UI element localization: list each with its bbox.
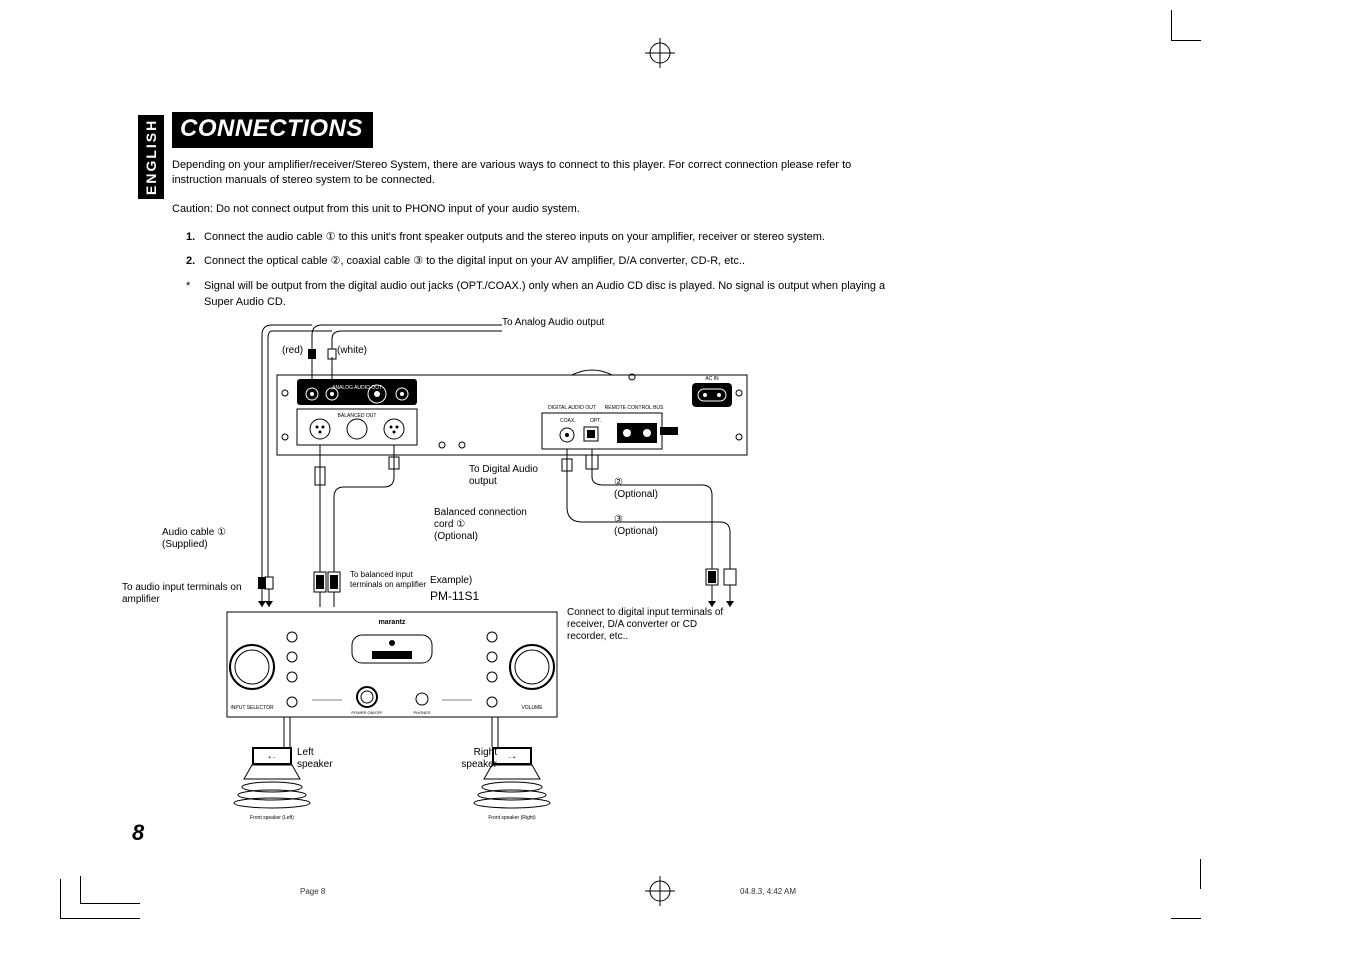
page-content: CONNECTIONS Depending on your amplifier/… [172,112,892,311]
step-note: * Signal will be output from the digital… [186,278,892,311]
label-digital-input: Connect to digital input terminals of re… [567,607,727,643]
footer-page: Page 8 [300,887,325,896]
asterisk: * [186,278,204,311]
svg-text:POWER ON/OFF: POWER ON/OFF [351,710,383,715]
label-left-speaker: Left speaker [297,747,347,771]
note-text: Signal will be output from the digital a… [204,278,892,311]
label-analog-out: To Analog Audio output [502,317,604,329]
crop-mark-tr [1171,40,1201,70]
svg-text:PHONES: PHONES [414,710,431,715]
label-white: (white) [337,345,367,357]
svg-text:OPT.: OPT. [590,418,601,424]
intro-text: Depending on your amplifier/receiver/Ste… [172,158,872,189]
step-text: Connect the audio cable ① to this unit's… [204,229,892,246]
caution-text: Caution: Do not connect output from this… [172,203,892,215]
label-right-speaker: Right speaker [447,747,497,771]
label-to-balanced: To balanced input terminals on amplifier [350,570,430,589]
label-audio-cable: Audio cable ① (Supplied) [162,527,252,551]
label-balanced: Balanced connection cord ① (Optional) [434,507,544,543]
step-number: 2. [186,253,204,270]
registration-mark-top [645,38,675,68]
svg-text:+ −: + − [268,755,275,761]
svg-text:AC IN: AC IN [705,376,719,382]
language-tab: ENGLISH [138,115,164,199]
svg-text:REMOTE CONTROL BUS: REMOTE CONTROL BUS [605,405,664,411]
steps-list: 1. Connect the audio cable ① to this uni… [186,229,892,311]
label-to-audio-input: To audio input terminals on amplifier [122,582,257,606]
page-number: 8 [132,820,144,846]
label-model: PM-11S1 [430,589,479,603]
svg-text:BALANCED OUT: BALANCED OUT [338,413,377,419]
step-number: 1. [186,229,204,246]
svg-text:Front speaker (Right): Front speaker (Right) [488,815,536,821]
label-red: (red) [282,345,303,357]
label-example: Example) [430,575,472,587]
section-title: CONNECTIONS [172,112,373,148]
svg-text:VOLUME: VOLUME [521,705,543,711]
step-2: 2. Connect the optical cable ②, coaxial … [186,253,892,270]
svg-text:DIGITAL AUDIO OUT: DIGITAL AUDIO OUT [548,405,596,411]
registration-mark-bottom [645,876,675,906]
step-text: Connect the optical cable ②, coaxial cab… [204,253,892,270]
svg-text:INPUT SELECTOR: INPUT SELECTOR [230,705,274,711]
brand-text: marantz [379,619,406,626]
svg-text:Front speaker (Left): Front speaker (Left) [250,815,294,821]
crop-mark-bl-inner [80,876,140,904]
svg-text:COAX.: COAX. [560,418,576,424]
connection-diagram: ANALOG AUDIO OUT BALANCED OUT DIGITAL AU… [172,317,872,827]
label-digital-out: To Digital Audio output [469,464,559,488]
label-optional-3: ③ (Optional) [614,514,658,538]
crop-mark-br [1171,889,1201,919]
svg-text:− +: − + [508,755,515,761]
step-1: 1. Connect the audio cable ① to this uni… [186,229,892,246]
footer-timestamp: 04.8.3, 4:42 AM [740,887,796,896]
label-optional-2: ② (Optional) [614,477,658,501]
